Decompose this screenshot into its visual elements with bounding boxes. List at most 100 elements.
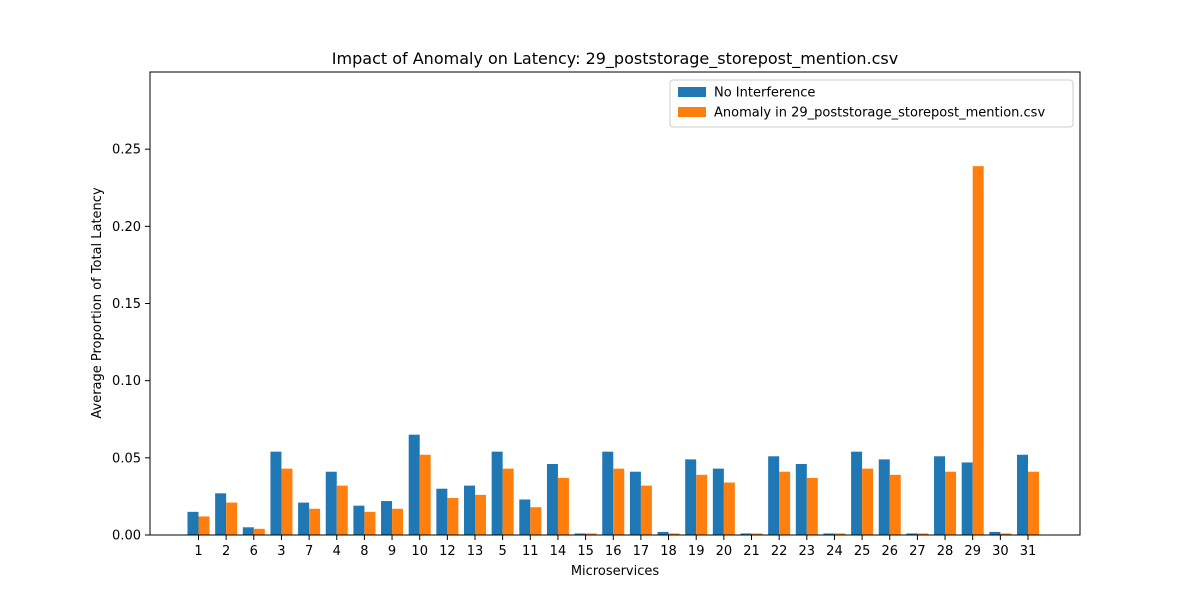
bar-no-interference xyxy=(464,485,475,535)
bar-anomaly xyxy=(806,477,818,535)
x-tick-label: 16 xyxy=(605,544,622,559)
x-tick-label: 23 xyxy=(799,544,816,559)
x-tick-label: 4 xyxy=(333,544,341,559)
bar-anomaly xyxy=(917,533,929,535)
bar-no-interference xyxy=(685,459,697,535)
bar-anomaly xyxy=(972,166,984,536)
x-tick-label: 6 xyxy=(250,544,258,559)
bar-anomaly xyxy=(640,485,652,535)
x-tick-label: 14 xyxy=(550,544,567,559)
bar-anomaly xyxy=(226,502,238,535)
bar-anomaly xyxy=(834,533,846,535)
bar-no-interference xyxy=(851,451,863,535)
bar-anomaly xyxy=(585,533,597,535)
plot-area-frame xyxy=(149,71,1081,536)
x-tick-label: 17 xyxy=(633,544,650,559)
bar-no-interference xyxy=(519,499,531,535)
bar-anomaly xyxy=(751,533,763,535)
x-axis-title: Microservices xyxy=(571,564,660,579)
x-tick-label: 29 xyxy=(964,544,981,559)
bar-no-interference xyxy=(574,533,586,535)
bar-anomaly xyxy=(392,508,404,535)
x-tick-label: 9 xyxy=(388,544,396,559)
bar-anomaly xyxy=(502,468,514,535)
x-tick-label: 31 xyxy=(1020,544,1037,559)
bar-anomaly xyxy=(198,516,210,535)
x-tick-label: 18 xyxy=(660,544,677,559)
bar-no-interference xyxy=(436,488,448,535)
legend-swatch xyxy=(678,107,706,117)
y-tick-label: 0.05 xyxy=(112,451,141,466)
bar-no-interference xyxy=(602,451,614,535)
bar-no-interference xyxy=(795,464,807,535)
bar-no-interference xyxy=(491,451,503,535)
x-tick-label: 8 xyxy=(360,544,368,559)
bar-no-interference xyxy=(408,434,420,535)
legend-swatch xyxy=(678,87,706,97)
bar-no-interference xyxy=(353,505,365,535)
x-tick-label: 7 xyxy=(305,544,313,559)
x-tick-label: 15 xyxy=(577,544,594,559)
y-tick-label: 0.15 xyxy=(112,297,141,312)
bar-no-interference xyxy=(989,531,1001,535)
x-tick-label: 13 xyxy=(467,544,484,559)
bar-no-interference xyxy=(325,471,337,535)
legend-box xyxy=(669,79,1074,128)
bar-anomaly xyxy=(1028,471,1039,535)
x-tick-label: 1 xyxy=(194,544,202,559)
bar-no-interference xyxy=(712,468,724,535)
bar-no-interference xyxy=(546,464,558,535)
bar-anomaly xyxy=(447,497,459,535)
x-tick-label: 26 xyxy=(881,544,898,559)
bar-anomaly xyxy=(309,508,321,535)
x-tick-label: 11 xyxy=(522,544,539,559)
x-tick-label: 10 xyxy=(411,544,428,559)
x-tick-label: 2 xyxy=(222,544,230,559)
x-tick-label: 28 xyxy=(937,544,954,559)
bar-no-interference xyxy=(270,451,282,535)
bar-anomaly xyxy=(475,494,486,535)
legend-label: Anomaly in 29_poststorage_storepost_ment… xyxy=(714,106,1045,121)
bar-no-interference xyxy=(823,533,835,535)
legend: No Interference Anomaly in 29_poststorage… xyxy=(669,79,1074,128)
x-tick-label: 12 xyxy=(439,544,456,559)
x-tick-label: 25 xyxy=(854,544,871,559)
y-axis: 0.00 0.05 0.10 0.15 0.20 0.25 xyxy=(112,143,150,544)
bar-no-interference xyxy=(242,527,254,535)
x-tick-label: 19 xyxy=(688,544,705,559)
bar-anomaly xyxy=(668,533,680,535)
x-tick-label: 20 xyxy=(716,544,733,559)
bar-no-interference xyxy=(1017,454,1028,535)
x-tick-label: 27 xyxy=(909,544,926,559)
bar-anomaly xyxy=(945,471,957,535)
bar-anomaly xyxy=(862,468,874,535)
bar-no-interference xyxy=(215,493,227,535)
bar-no-interference xyxy=(878,459,890,535)
bar-no-interference xyxy=(934,456,946,535)
bar-no-interference xyxy=(657,531,669,535)
bar-anomaly xyxy=(557,477,569,535)
x-tick-label: 5 xyxy=(499,544,507,559)
x-tick-label: 22 xyxy=(771,544,788,559)
bar-no-interference xyxy=(381,501,393,535)
bar-anomaly xyxy=(723,482,735,535)
y-tick-label: 0.00 xyxy=(112,529,141,544)
legend-label: No Interference xyxy=(714,86,815,101)
bar-anomaly xyxy=(696,474,708,535)
bar-anomaly xyxy=(530,507,542,535)
y-tick-label: 0.25 xyxy=(112,143,141,158)
bar-anomaly xyxy=(419,454,431,535)
y-tick-label: 0.10 xyxy=(112,374,141,389)
bar-anomaly xyxy=(779,471,791,535)
x-tick-label: 21 xyxy=(743,544,760,559)
y-axis-title: Average Proportion of Total Latency xyxy=(90,187,105,419)
bar-no-interference xyxy=(768,456,780,535)
bar-no-interference xyxy=(187,511,199,535)
chart-title: Impact of Anomaly on Latency: 29_poststo… xyxy=(332,49,898,69)
bar-no-interference xyxy=(298,502,310,535)
bar-anomaly xyxy=(281,468,293,535)
bar-no-interference xyxy=(740,533,752,535)
bar-no-interference xyxy=(906,533,918,535)
x-axis: 1 2 6 3 7 4 8 9 10 12 13 5 11 14 15 16 17 18 19 20 21 22 23 24 2… xyxy=(194,535,1036,559)
